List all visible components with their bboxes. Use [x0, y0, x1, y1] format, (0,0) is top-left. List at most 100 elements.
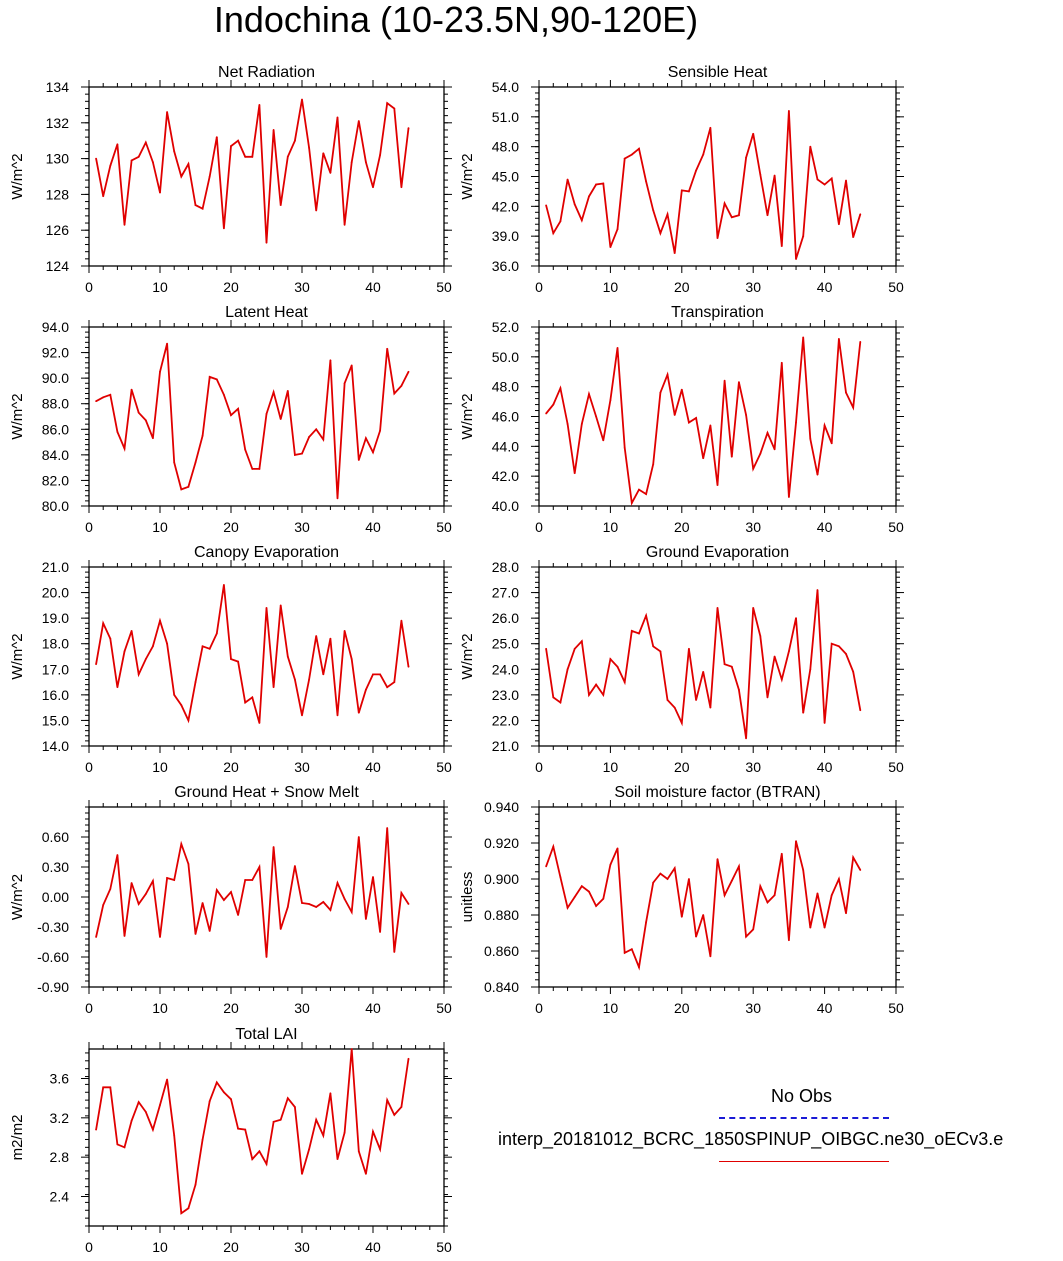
x-tick-label: 30 — [745, 1000, 761, 1016]
data-point — [109, 164, 112, 167]
x-tick-label: 40 — [817, 1000, 833, 1016]
y-tick-label: 126 — [46, 222, 70, 238]
x-tick-label: 30 — [745, 519, 761, 535]
data-point — [166, 342, 169, 345]
chart-panel: 0 10 20 30 40 50 40.0 42.0 44.0 46.0 48.0 50.0 52.0 T… — [459, 304, 904, 535]
data-point — [251, 155, 254, 158]
data-point — [745, 414, 747, 416]
data-point — [130, 1119, 133, 1122]
y-axis-label: W/m^2 — [9, 874, 26, 920]
data-point — [638, 147, 640, 150]
y-tick-label: 42.0 — [492, 468, 519, 484]
data-point — [552, 403, 555, 406]
data-point — [286, 906, 289, 908]
data-point — [137, 903, 140, 905]
y-tick-label: 45.0 — [492, 169, 519, 185]
data-point — [573, 647, 576, 650]
x-tick-label: 20 — [223, 279, 239, 295]
data-point — [723, 894, 726, 897]
data-point — [623, 681, 626, 683]
data-point — [379, 154, 381, 156]
y-axis-label: m2/m2 — [9, 1115, 26, 1161]
y-tick-label: 92.0 — [42, 345, 69, 361]
data-point — [215, 136, 218, 139]
data-point — [766, 901, 769, 904]
data-point — [673, 252, 676, 254]
y-tick-label: 0.30 — [42, 859, 69, 875]
y-tick-label: 0.840 — [484, 979, 519, 995]
y-tick-label: 0.00 — [42, 889, 69, 905]
data-point — [173, 1134, 176, 1137]
data-point — [350, 911, 353, 913]
data-point — [407, 665, 410, 668]
data-point — [279, 204, 282, 207]
data-point — [365, 437, 367, 440]
data-point — [258, 722, 261, 724]
data-point — [315, 1118, 318, 1121]
y-tick-label: 24.0 — [492, 661, 519, 677]
data-point — [329, 1092, 332, 1095]
data-point — [695, 699, 697, 701]
data-point — [852, 406, 855, 409]
x-tick-label: 50 — [888, 519, 904, 535]
y-tick-label: 130 — [46, 151, 70, 167]
x-tick-label: 0 — [535, 759, 543, 775]
panel-title: Sensible Heat — [668, 64, 768, 81]
y-tick-label: 132 — [46, 115, 70, 131]
data-point — [251, 1158, 254, 1161]
data-point — [830, 442, 833, 445]
y-tick-label: 15.0 — [42, 712, 69, 728]
data-point — [680, 915, 683, 918]
data-point — [215, 378, 218, 381]
data-point — [680, 722, 683, 724]
data-point — [180, 843, 183, 845]
data-point — [223, 584, 225, 586]
y-tick-label: 82.0 — [42, 472, 69, 488]
data-point — [343, 223, 346, 226]
y-tick-label: 0.920 — [484, 835, 519, 851]
data-point — [137, 673, 140, 676]
data-point — [759, 635, 762, 637]
data-point — [773, 894, 776, 897]
data-point — [852, 856, 855, 859]
data-point — [294, 678, 296, 681]
data-point — [852, 236, 855, 239]
data-point — [545, 865, 548, 868]
data-point — [616, 665, 619, 668]
data-point — [709, 126, 712, 129]
data-point — [623, 951, 626, 954]
data-point — [695, 935, 697, 938]
data-point — [602, 897, 605, 900]
data-point — [301, 714, 303, 717]
data-point — [365, 161, 367, 164]
x-tick-label: 50 — [436, 279, 452, 295]
series-line — [95, 343, 410, 499]
data-point — [386, 686, 389, 689]
data-point — [795, 421, 797, 424]
data-point — [566, 668, 569, 671]
data-point — [365, 918, 367, 920]
data-point — [116, 686, 119, 689]
data-point — [666, 878, 669, 880]
x-tick-label: 50 — [436, 519, 452, 535]
data-point — [666, 699, 669, 701]
data-point — [666, 213, 669, 216]
data-point — [350, 1048, 353, 1050]
data-point — [159, 936, 161, 938]
data-point — [738, 381, 740, 384]
y-tick-label: 0.900 — [484, 871, 519, 887]
y-tick-label: 0.60 — [42, 829, 69, 845]
y-tick-label: -0.60 — [37, 949, 69, 965]
data-point — [123, 1146, 126, 1149]
data-point — [816, 892, 819, 895]
data-point — [616, 346, 619, 349]
data-point — [407, 1057, 410, 1060]
data-point — [265, 241, 268, 244]
data-point — [244, 155, 247, 158]
x-tick-label: 10 — [152, 519, 168, 535]
x-tick-label: 30 — [294, 1000, 310, 1016]
y-tick-label: 80.0 — [42, 498, 69, 514]
data-point — [859, 869, 862, 871]
data-point — [837, 338, 840, 340]
data-point — [802, 711, 805, 714]
